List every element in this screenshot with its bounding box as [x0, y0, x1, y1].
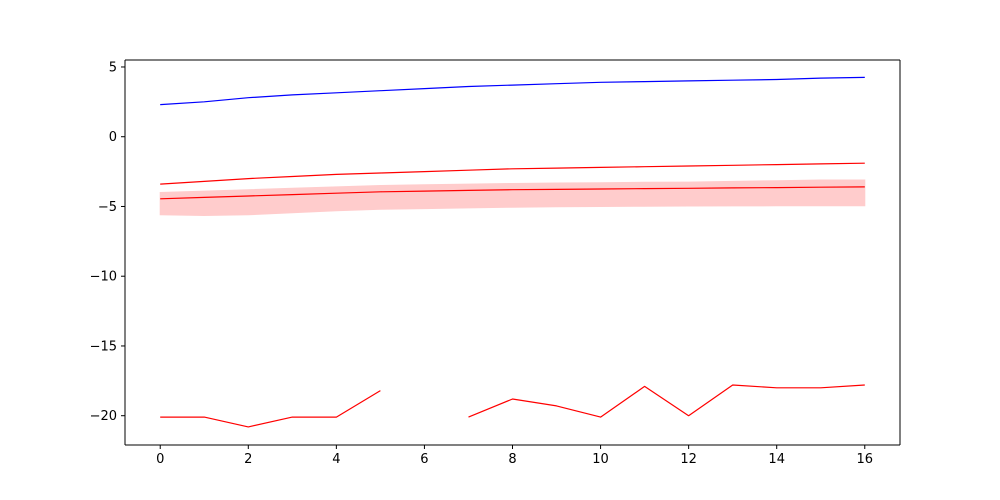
series-line-4	[160, 384, 865, 428]
x-tick-label: 10	[592, 452, 609, 467]
x-tick-label: 2	[244, 452, 252, 467]
y-ticks: 5 0 −5 −10 −15 −20	[90, 60, 125, 424]
series-line-1	[160, 76, 865, 106]
y-tick-label: −15	[90, 339, 117, 354]
y-tick-label: −5	[98, 200, 117, 215]
x-tick-label: 8	[508, 452, 516, 467]
x-tick-label: 6	[420, 452, 428, 467]
y-tick-label: −10	[90, 270, 117, 285]
x-tick-label: 4	[332, 452, 340, 467]
y-tick-label: 5	[109, 60, 117, 75]
x-tick-label: 16	[856, 452, 873, 467]
series-lines	[160, 76, 865, 428]
y-tick-label: 0	[109, 130, 117, 145]
x-tick-label: 14	[768, 452, 785, 467]
x-tick-label: 12	[680, 452, 697, 467]
series-line-3	[160, 186, 865, 200]
x-ticks: 0 2 4 6 8 10 12 14 16	[156, 445, 873, 467]
plot-area	[125, 60, 900, 445]
x-tick-label: 0	[156, 452, 164, 467]
series-line-2	[160, 162, 865, 185]
y-tick-label: −20	[90, 409, 117, 424]
